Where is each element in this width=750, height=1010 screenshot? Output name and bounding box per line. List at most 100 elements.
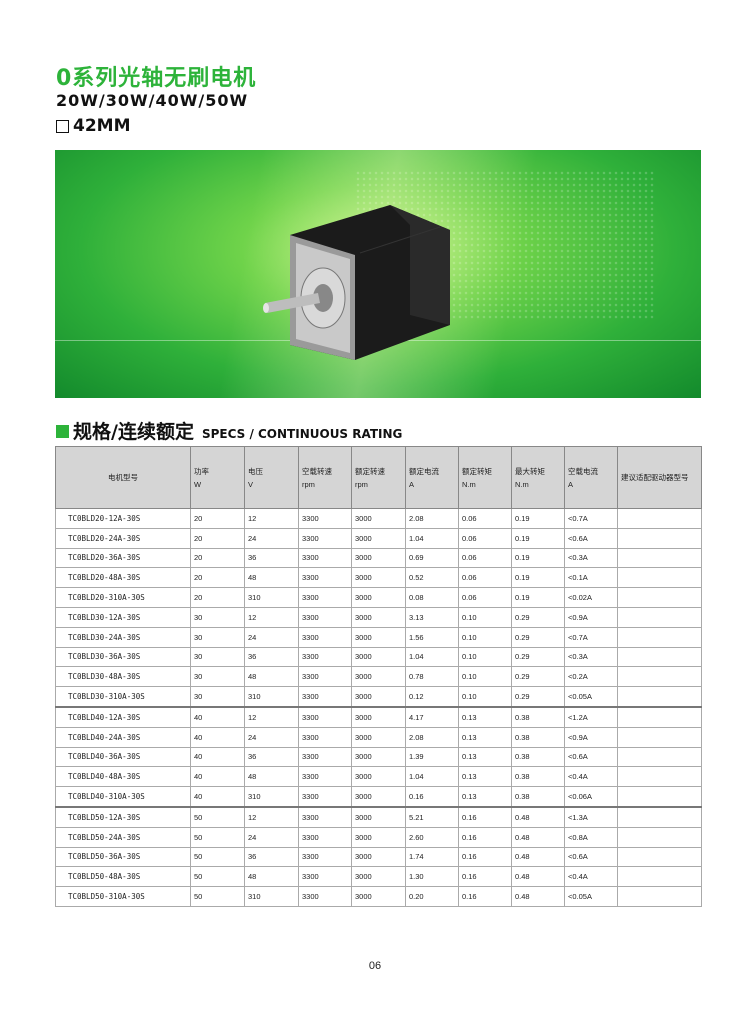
table-cell: 2.08 <box>405 726 459 748</box>
table-cell: 3000 <box>351 726 406 748</box>
table-cell: TC0BLD50-310A-30S <box>55 886 191 907</box>
table-cell: 0.29 <box>511 666 565 688</box>
table-cell: 30 <box>190 666 245 688</box>
table-cell: 0.48 <box>511 886 565 907</box>
table-cell: 0.16 <box>458 826 512 848</box>
table-cell: <0.8A <box>564 826 618 848</box>
table-cell: 0.29 <box>511 626 565 648</box>
table-row: TC0BLD20-310A-30S 20 310 3300 3000 0.08 0.06 0.… <box>55 587 702 608</box>
table-row: TC0BLD30-24A-30S 30 24 3300 3000 1.56 0.10 0.29… <box>55 626 702 648</box>
table-cell: 3000 <box>351 846 406 868</box>
table-cell: 3300 <box>298 547 352 569</box>
table-cell: 40 <box>190 706 245 728</box>
table-cell: 3300 <box>298 786 352 808</box>
column-label: 电机型号 <box>108 473 138 482</box>
table-cell: 0.78 <box>405 666 459 688</box>
table-cell: 0.48 <box>511 826 565 848</box>
product-banner <box>55 150 701 398</box>
table-row: TC0BLD50-48A-30S 50 48 3300 3000 1.30 0.16 0.48… <box>55 866 702 888</box>
table-cell: 0.20 <box>405 886 459 907</box>
table-cell: 2.60 <box>405 826 459 848</box>
table-cell: 310 <box>244 786 299 808</box>
table-cell <box>617 666 702 688</box>
table-row: TC0BLD20-36A-30S 20 36 3300 3000 0.69 0.06 0.19… <box>55 547 702 569</box>
table-cell: 0.06 <box>458 547 512 569</box>
table-cell: <0.4A <box>564 766 618 788</box>
table-row: TC0BLD30-36A-30S 30 36 3300 3000 1.04 0.10 0.29… <box>55 646 702 668</box>
table-cell: 50 <box>190 826 245 848</box>
table-cell <box>617 846 702 868</box>
table-cell: TC0BLD50-24A-30S <box>55 826 191 848</box>
column-unit: A <box>568 479 574 489</box>
table-row: TC0BLD40-36A-30S 40 36 3300 3000 1.39 0.13 0.38… <box>55 746 702 768</box>
table-cell: <0.4A <box>564 866 618 888</box>
table-cell <box>617 726 702 748</box>
table-cell: 50 <box>190 806 245 828</box>
table-cell: 0.06 <box>458 567 512 589</box>
table-cell: 3000 <box>351 786 406 808</box>
column-header: 额定电流 A <box>405 446 459 509</box>
table-cell: <0.9A <box>564 606 618 628</box>
table-cell: 3300 <box>298 726 352 748</box>
table-cell: TC0BLD30-48A-30S <box>55 666 191 688</box>
table-cell: 3000 <box>351 806 406 828</box>
table-cell: 0.29 <box>511 686 565 708</box>
table-cell <box>617 806 702 828</box>
section-title-en: SPECS / CONTINUOUS RATING <box>201 427 403 441</box>
table-cell: 0.19 <box>511 547 565 569</box>
table-cell: <0.2A <box>564 666 618 688</box>
column-label: 建议适配驱动器型号 <box>621 473 689 482</box>
table-cell: 30 <box>190 606 245 628</box>
column-header: 额定转速 rpm <box>351 446 406 509</box>
table-cell: 0.06 <box>458 587 512 608</box>
table-cell: 0.08 <box>405 587 459 608</box>
column-header: 功率 W <box>190 446 245 509</box>
table-cell <box>617 766 702 788</box>
table-cell: 3000 <box>351 746 406 768</box>
column-label: 最大转矩 <box>515 466 545 476</box>
section-title-cn: 规格/连续额定 <box>73 421 194 443</box>
table-cell: 3300 <box>298 806 352 828</box>
table-cell: 30 <box>190 686 245 708</box>
table-cell: 3000 <box>351 646 406 668</box>
table-cell: 0.19 <box>511 587 565 608</box>
table-cell: 3000 <box>351 706 406 728</box>
table-row: TC0BLD50-36A-30S 50 36 3300 3000 1.74 0.16 0.48… <box>55 846 702 868</box>
table-cell: 20 <box>190 508 245 529</box>
table-cell: TC0BLD40-36A-30S <box>55 746 191 768</box>
table-cell: 0.10 <box>458 646 512 668</box>
table-cell: 24 <box>244 527 299 549</box>
table-cell: 1.74 <box>405 846 459 868</box>
table-cell <box>617 746 702 768</box>
table-cell: 3300 <box>298 508 352 529</box>
table-cell <box>617 567 702 589</box>
table-cell: 3300 <box>298 826 352 848</box>
column-unit: rpm <box>355 479 368 489</box>
table-cell: TC0BLD20-310A-30S <box>55 587 191 608</box>
table-body: TC0BLD20-12A-30S 20 12 3300 3000 2.08 0.06 0.19… <box>55 508 702 907</box>
table-cell: 0.16 <box>458 866 512 888</box>
table-cell: 0.48 <box>511 846 565 868</box>
table-cell: 0.29 <box>511 606 565 628</box>
table-cell: 12 <box>244 508 299 529</box>
table-cell: 36 <box>244 547 299 569</box>
table-cell: 12 <box>244 606 299 628</box>
table-cell: TC0BLD50-36A-30S <box>55 846 191 868</box>
table-cell: 0.69 <box>405 547 459 569</box>
table-cell: 0.48 <box>511 866 565 888</box>
frame-size: 42MM <box>56 116 131 136</box>
table-cell: TC0BLD20-48A-30S <box>55 567 191 589</box>
table-cell <box>617 508 702 529</box>
table-cell: TC0BLD30-12A-30S <box>55 606 191 628</box>
table-cell: 0.13 <box>458 786 512 808</box>
table-cell: 0.10 <box>458 626 512 648</box>
table-cell: <0.05A <box>564 886 618 907</box>
table-cell: 36 <box>244 746 299 768</box>
table-cell: 40 <box>190 766 245 788</box>
column-label: 额定转矩 <box>462 466 492 476</box>
table-cell: 24 <box>244 726 299 748</box>
table-cell: 0.38 <box>511 786 565 808</box>
table-cell: 1.04 <box>405 527 459 549</box>
table-cell: 3000 <box>351 547 406 569</box>
table-cell: 0.13 <box>458 726 512 748</box>
